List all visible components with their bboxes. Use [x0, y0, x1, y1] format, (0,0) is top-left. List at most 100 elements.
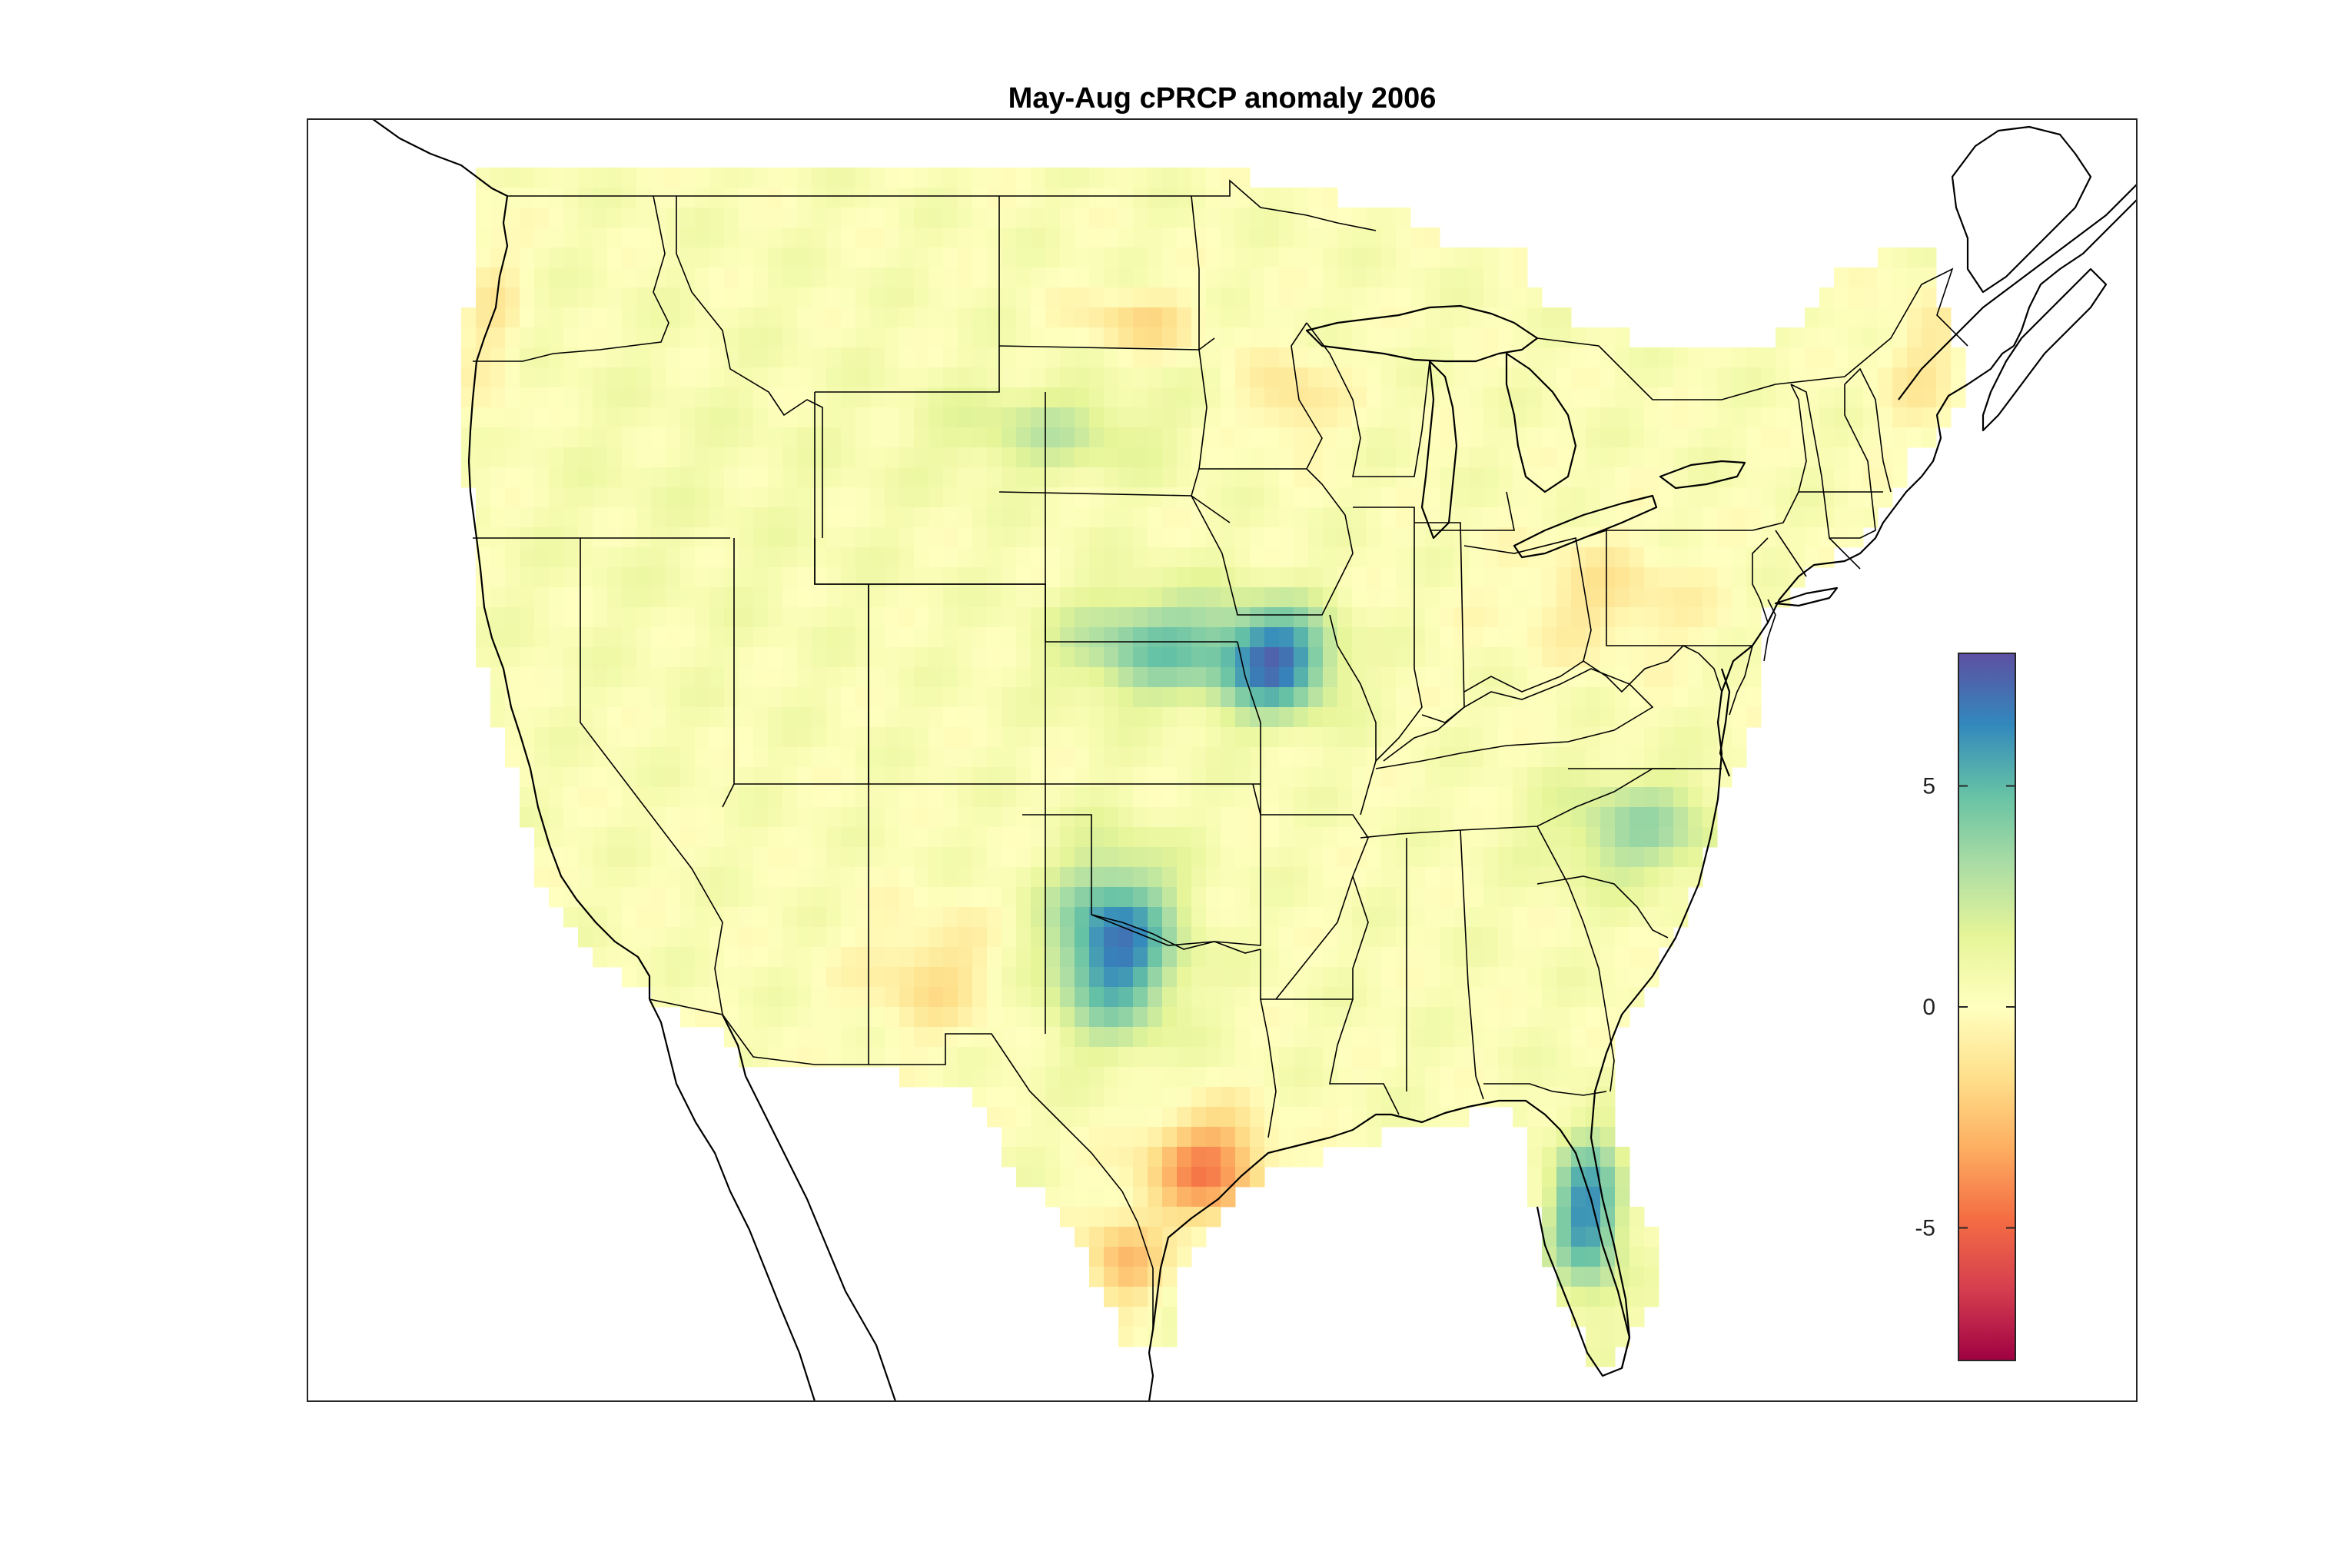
grid-cell [812, 787, 827, 808]
grid-cell [490, 587, 506, 608]
grid-cell [1016, 208, 1031, 228]
grid-cell [490, 687, 506, 708]
grid-cell [1819, 427, 1835, 448]
grid-cell [1206, 1047, 1221, 1068]
grid-cell [1279, 1147, 1294, 1168]
grid-cell [1717, 647, 1732, 668]
chesapeake-bay [1719, 668, 1731, 777]
grid-cell [1659, 687, 1674, 708]
grid-cell [1323, 967, 1338, 988]
grid-cell [622, 707, 637, 728]
grid-cell [1075, 727, 1090, 748]
grid-cell [1542, 1147, 1557, 1168]
grid-cell [1819, 467, 1835, 488]
grid-cell [695, 727, 710, 748]
grid-cell [1571, 487, 1586, 508]
grid-cell [1162, 907, 1178, 928]
border-ok-tx-red-river [1091, 914, 1261, 954]
grid-cell [1659, 747, 1674, 768]
grid-cell [826, 228, 842, 248]
grid-cell [812, 247, 827, 268]
grid-cell [1776, 447, 1791, 468]
grid-cell [1425, 1007, 1440, 1028]
grid-cell [870, 687, 885, 708]
grid-cell [607, 927, 623, 948]
grid-cell [1600, 1147, 1616, 1168]
grid-cell [1746, 667, 1762, 688]
grid-cell [1133, 208, 1148, 228]
grid-cell [812, 168, 827, 188]
grid-cell [958, 427, 973, 448]
grid-cell [505, 427, 520, 448]
grid-cell [1425, 707, 1440, 728]
grid-cell [578, 607, 593, 628]
grid-cell [885, 727, 900, 748]
grid-cell [1644, 767, 1659, 788]
grid-cell [563, 247, 579, 268]
grid-cell [739, 367, 754, 388]
grid-cell [651, 787, 666, 808]
grid-cell [476, 507, 491, 528]
grid-cell [1717, 507, 1732, 528]
grid-cell [651, 887, 666, 908]
grid-cell [490, 228, 506, 248]
grid-cell [929, 327, 944, 348]
grid-cell [695, 687, 710, 708]
grid-cell [914, 527, 929, 548]
grid-cell [753, 247, 769, 268]
grid-cell [709, 787, 725, 808]
grid-cell [1177, 947, 1192, 968]
grid-cell [885, 927, 900, 948]
grid-cell [476, 627, 491, 648]
grid-cell [666, 387, 681, 408]
grid-cell [695, 827, 710, 848]
grid-cell [1337, 827, 1353, 848]
grid-cell [972, 228, 988, 248]
grid-cell [1396, 687, 1411, 708]
grid-cell [1104, 407, 1119, 428]
grid-cell [1367, 827, 1382, 848]
grid-cell [622, 487, 637, 508]
grid-cell [1002, 447, 1017, 468]
grid-cell [1191, 527, 1207, 548]
grid-cell [1133, 1087, 1148, 1108]
grid-cell [1075, 327, 1090, 348]
grid-cell [1644, 1247, 1659, 1267]
grid-cell [1075, 567, 1090, 588]
grid-cell [1922, 407, 1937, 428]
grid-cell [593, 208, 608, 228]
grid-cell [1644, 947, 1659, 968]
grid-cell [1206, 807, 1221, 828]
grid-cell [1440, 687, 1455, 708]
grid-cell [1527, 1187, 1543, 1208]
grid-cell [1615, 607, 1630, 628]
grid-cell [1279, 387, 1294, 408]
grid-cell [1075, 507, 1090, 528]
grid-cell [1250, 367, 1265, 388]
grid-cell [899, 827, 915, 848]
grid-cell [1191, 447, 1207, 468]
gulf-coast [1151, 1099, 1631, 1377]
grid-cell [1045, 1167, 1061, 1188]
grid-cell [914, 208, 929, 228]
grid-cell [1571, 387, 1586, 408]
grid-cell [1045, 747, 1061, 768]
grid-cell [1060, 827, 1075, 848]
grid-cell [782, 987, 798, 1008]
grid-cell [1016, 787, 1031, 808]
grid-cell [1075, 487, 1090, 508]
grid-cell [1483, 927, 1499, 948]
grid-cell [1644, 367, 1659, 388]
grid-cell [972, 587, 988, 608]
grid-cell [1279, 587, 1294, 608]
grid-cell [929, 887, 944, 908]
grid-cell [1644, 747, 1659, 768]
grid-cell [1264, 587, 1280, 608]
grid-cell [1454, 827, 1470, 848]
grid-cell [1834, 347, 1849, 368]
grid-cell [870, 887, 885, 908]
grid-cell [1542, 307, 1557, 328]
grid-cell [1732, 387, 1747, 408]
grid-cell [943, 387, 958, 408]
grid-cell [943, 987, 958, 1008]
